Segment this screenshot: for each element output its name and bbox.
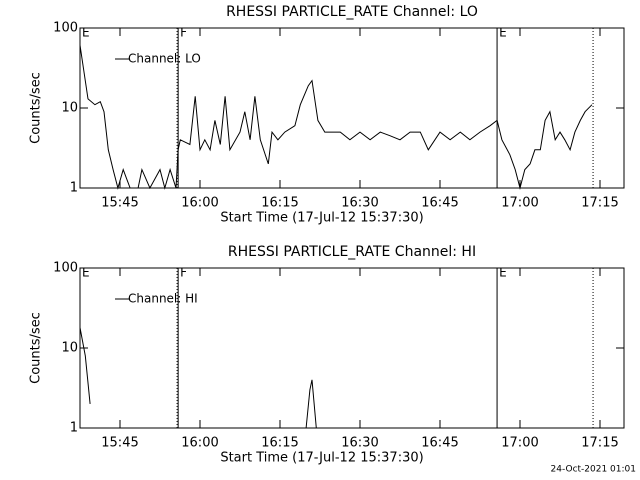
x-tick-label: 17:00	[501, 436, 538, 451]
x-tick-label: 16:30	[341, 196, 378, 211]
y-tick-label: 1	[70, 181, 78, 196]
event-label: F	[180, 26, 187, 40]
x-tick-label: 16:45	[421, 436, 458, 451]
y-tick-label: 100	[53, 21, 78, 36]
x-tick-label: 15:45	[101, 436, 138, 451]
y-tick-label: 10	[61, 341, 78, 356]
event-label: E	[499, 266, 507, 280]
x-tick-label: 16:45	[421, 196, 458, 211]
x-tick-label: 17:15	[581, 436, 618, 451]
event-label: E	[499, 26, 507, 40]
y-axis-label: Counts/sec	[29, 312, 44, 384]
x-tick-label: 17:00	[501, 196, 538, 211]
chart-title: RHESSI PARTICLE_RATE Channel: LO	[226, 4, 478, 20]
y-tick-label: 10	[61, 101, 78, 116]
x-tick-label: 16:00	[181, 436, 218, 451]
x-tick-label: 16:15	[261, 436, 298, 451]
x-axis-label: Start Time (17-Jul-12 15:37:30)	[220, 211, 423, 226]
y-axis-label: Counts/sec	[29, 72, 44, 144]
event-label: E	[82, 26, 90, 40]
y-tick-label: 1	[70, 421, 78, 436]
data-line	[79, 327, 317, 429]
x-tick-label: 15:45	[101, 196, 138, 211]
x-tick-label: 16:15	[261, 196, 298, 211]
x-axis-label: Start Time (17-Jul-12 15:37:30)	[220, 451, 423, 466]
event-label: F	[180, 266, 187, 280]
legend-label: Channel: HI	[128, 292, 198, 306]
x-tick-label: 16:30	[341, 436, 378, 451]
x-tick-label: 16:00	[181, 196, 218, 211]
event-label: E	[82, 266, 90, 280]
y-tick-label: 100	[53, 261, 78, 276]
timestamp: 24-Oct-2021 01:01	[551, 465, 636, 475]
data-line	[79, 45, 593, 190]
legend-label: Channel: LO	[128, 52, 201, 66]
chart-title: RHESSI PARTICLE_RATE Channel: HI	[228, 244, 476, 260]
x-tick-label: 17:15	[581, 196, 618, 211]
